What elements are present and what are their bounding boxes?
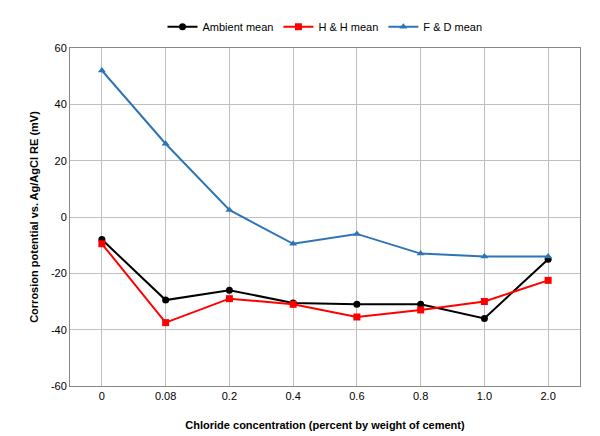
svg-text:40: 40	[55, 98, 67, 110]
svg-text:0.2: 0.2	[222, 390, 237, 402]
svg-text:F & D mean: F & D mean	[423, 21, 482, 33]
svg-text:-20: -20	[51, 267, 67, 279]
svg-text:0.4: 0.4	[285, 390, 300, 402]
svg-text:Chloride concentration (percen: Chloride concentration (percent by weigh…	[185, 419, 465, 431]
svg-text:0.08: 0.08	[155, 390, 176, 402]
svg-text:H & H mean: H & H mean	[318, 21, 378, 33]
svg-text:0: 0	[99, 390, 105, 402]
svg-text:0: 0	[61, 211, 67, 223]
svg-text:-60: -60	[51, 380, 67, 392]
svg-text:0.8: 0.8	[413, 390, 428, 402]
svg-text:1.0: 1.0	[477, 390, 492, 402]
svg-text:20: 20	[55, 155, 67, 167]
svg-text:Corrosion potential vs. Ag/AgC: Corrosion potential vs. Ag/AgCl RE (mV)	[28, 111, 40, 323]
svg-text:Ambient mean: Ambient mean	[203, 21, 274, 33]
svg-text:0.6: 0.6	[349, 390, 364, 402]
svg-text:2.0: 2.0	[540, 390, 555, 402]
svg-text:-40: -40	[51, 324, 67, 336]
svg-text:60: 60	[55, 42, 67, 54]
